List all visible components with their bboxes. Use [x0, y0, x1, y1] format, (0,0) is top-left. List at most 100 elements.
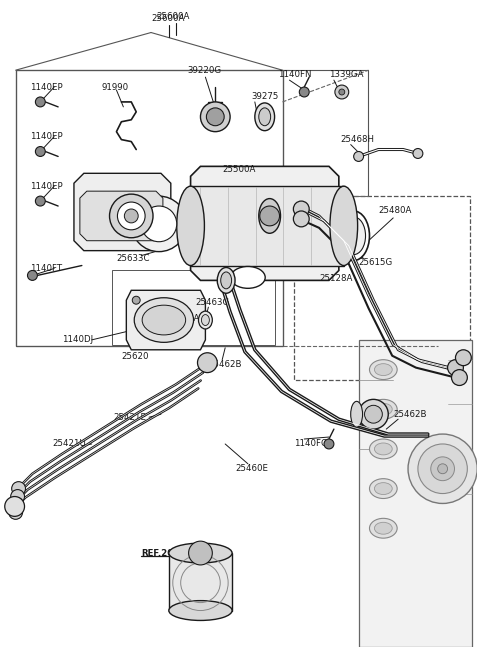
Text: 25421E: 25421E	[113, 413, 146, 422]
Text: REF.20-213A: REF.20-213A	[141, 549, 202, 558]
Ellipse shape	[374, 363, 392, 376]
Circle shape	[201, 102, 230, 132]
Circle shape	[12, 482, 25, 495]
Text: 25615G: 25615G	[359, 258, 393, 267]
Circle shape	[36, 196, 45, 206]
Ellipse shape	[221, 272, 231, 289]
Ellipse shape	[217, 268, 235, 293]
Text: 1140FC: 1140FC	[294, 439, 327, 448]
Ellipse shape	[370, 478, 397, 499]
Circle shape	[189, 541, 212, 565]
Text: 25630: 25630	[120, 222, 147, 230]
Circle shape	[447, 359, 463, 376]
Text: 25463G: 25463G	[195, 298, 230, 307]
Ellipse shape	[370, 439, 397, 459]
Circle shape	[364, 406, 383, 423]
Text: 1140EP: 1140EP	[30, 182, 63, 190]
Ellipse shape	[142, 305, 186, 335]
Text: 91990: 91990	[102, 83, 129, 92]
Polygon shape	[191, 166, 339, 280]
Text: 1140EP: 1140EP	[30, 132, 63, 141]
Text: 1140FN: 1140FN	[277, 70, 311, 79]
Circle shape	[197, 353, 217, 372]
Ellipse shape	[259, 108, 271, 125]
Circle shape	[413, 148, 423, 159]
Ellipse shape	[338, 211, 370, 261]
Circle shape	[324, 439, 334, 449]
Circle shape	[109, 194, 153, 238]
Text: 25480A: 25480A	[378, 207, 412, 216]
Ellipse shape	[374, 443, 392, 455]
Ellipse shape	[370, 518, 397, 538]
Circle shape	[431, 457, 455, 480]
Bar	[169, 553, 232, 610]
Text: 39220G: 39220G	[188, 66, 222, 75]
Ellipse shape	[342, 217, 366, 255]
Text: 25421U: 25421U	[52, 439, 86, 448]
Ellipse shape	[374, 483, 392, 495]
Ellipse shape	[202, 315, 209, 326]
Ellipse shape	[169, 543, 232, 563]
Circle shape	[438, 464, 447, 474]
Ellipse shape	[374, 403, 392, 415]
Polygon shape	[80, 191, 163, 240]
Ellipse shape	[370, 359, 397, 380]
Bar	[111, 270, 275, 345]
Text: (-130508): (-130508)	[297, 194, 340, 203]
Ellipse shape	[177, 186, 204, 265]
Circle shape	[5, 497, 24, 516]
Circle shape	[300, 87, 309, 97]
Text: 25462B: 25462B	[393, 410, 427, 419]
Text: 1140DJ: 1140DJ	[62, 335, 93, 345]
Circle shape	[452, 370, 468, 385]
Circle shape	[456, 350, 471, 366]
Circle shape	[124, 209, 138, 223]
Text: 25620: 25620	[121, 352, 149, 361]
Circle shape	[339, 89, 345, 95]
Circle shape	[132, 296, 140, 304]
Bar	[16, 70, 283, 346]
Text: 25633C: 25633C	[117, 254, 150, 263]
Circle shape	[118, 202, 145, 230]
Circle shape	[36, 146, 45, 157]
Circle shape	[206, 108, 224, 125]
Ellipse shape	[370, 399, 397, 419]
Text: 25468H: 25468H	[341, 135, 375, 144]
Circle shape	[27, 270, 37, 280]
Circle shape	[293, 211, 309, 227]
Text: 25500A: 25500A	[222, 165, 255, 174]
Text: 25600A: 25600A	[151, 14, 184, 23]
Circle shape	[11, 489, 24, 504]
Ellipse shape	[199, 311, 212, 329]
Circle shape	[418, 444, 468, 493]
Text: 25600A: 25600A	[156, 12, 189, 21]
Text: 25462B: 25462B	[208, 360, 242, 369]
Text: 39275: 39275	[252, 92, 279, 101]
Circle shape	[141, 206, 177, 242]
Circle shape	[36, 97, 45, 107]
Ellipse shape	[169, 601, 232, 621]
Circle shape	[335, 85, 349, 99]
Circle shape	[9, 506, 23, 519]
Circle shape	[260, 206, 279, 226]
Polygon shape	[74, 174, 171, 251]
Polygon shape	[359, 340, 472, 647]
Text: 21713A: 21713A	[166, 313, 199, 322]
Circle shape	[131, 196, 187, 252]
Ellipse shape	[259, 199, 280, 233]
Ellipse shape	[255, 103, 275, 131]
Ellipse shape	[351, 401, 362, 427]
Circle shape	[10, 497, 24, 512]
Ellipse shape	[374, 523, 392, 534]
Text: 25460E: 25460E	[235, 464, 268, 473]
Circle shape	[359, 399, 388, 429]
Ellipse shape	[134, 298, 193, 343]
Ellipse shape	[330, 186, 358, 265]
Polygon shape	[126, 291, 205, 350]
Circle shape	[408, 434, 477, 504]
Text: 1140EP: 1140EP	[30, 83, 63, 92]
Text: 1339GA: 1339GA	[329, 70, 363, 79]
Bar	[294, 196, 470, 380]
Ellipse shape	[230, 266, 265, 289]
Circle shape	[293, 201, 309, 217]
